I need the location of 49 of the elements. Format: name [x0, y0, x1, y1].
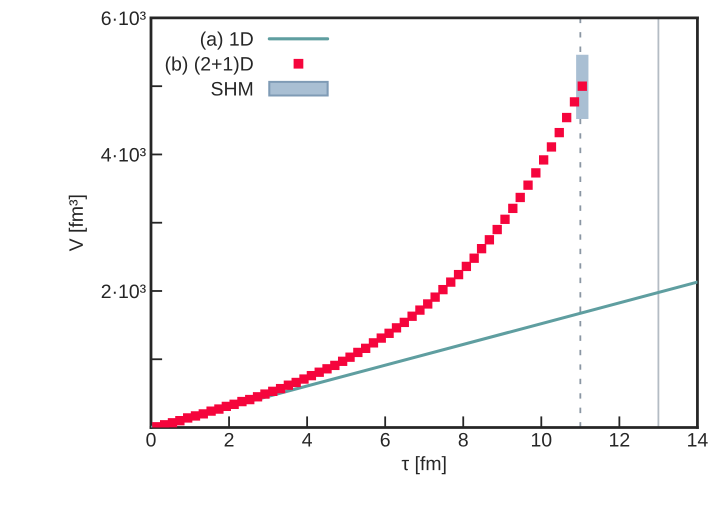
y-tick-label: 6·10³: [102, 11, 146, 26]
point: [330, 360, 340, 370]
point: [392, 323, 402, 333]
point: [531, 168, 540, 178]
point: [407, 312, 417, 321]
x-tick-label: 0: [146, 432, 156, 447]
x-tick-label: 4: [302, 433, 312, 446]
point: [314, 368, 324, 377]
y-tick-label: 4·10³: [101, 148, 146, 162]
point: [516, 192, 525, 202]
point: [438, 284, 448, 294]
point: [546, 142, 556, 152]
point: [446, 277, 456, 287]
point: [384, 328, 394, 338]
point: [415, 305, 425, 315]
point: [523, 180, 533, 190]
point: [476, 244, 486, 254]
y-tick-label: 2·10³: [102, 284, 146, 298]
x-tick-label: 6: [380, 432, 390, 447]
x-axis-title: τ [fm]: [402, 456, 446, 474]
x-tick-label: 12: [610, 432, 630, 446]
point: [538, 155, 548, 165]
point: [562, 112, 572, 122]
x-tick-label: 8: [458, 432, 468, 447]
point: [400, 318, 409, 328]
point: [368, 338, 378, 348]
y-axis-title: V [fm³]: [68, 195, 87, 252]
point: [345, 352, 355, 362]
legend-label: (b) (2+1)D: [166, 56, 253, 75]
legend-label: (a) 1D: [200, 32, 253, 50]
x-tick-label: 10: [532, 432, 552, 447]
point: [492, 224, 502, 234]
legend-label: SHM: [211, 82, 252, 96]
point: [423, 299, 432, 309]
point: [454, 270, 464, 280]
point: [500, 214, 510, 224]
point: [353, 348, 363, 358]
x-tick-label: 14: [688, 433, 708, 446]
point: [484, 235, 494, 244]
point: [554, 128, 564, 138]
point: [470, 254, 479, 263]
point: [430, 292, 440, 302]
point: [462, 262, 472, 272]
point: [361, 344, 370, 353]
x-tick-label: 2: [224, 432, 234, 446]
point: [570, 97, 580, 107]
point: [578, 82, 587, 91]
point: [508, 204, 518, 214]
point: [376, 333, 386, 343]
